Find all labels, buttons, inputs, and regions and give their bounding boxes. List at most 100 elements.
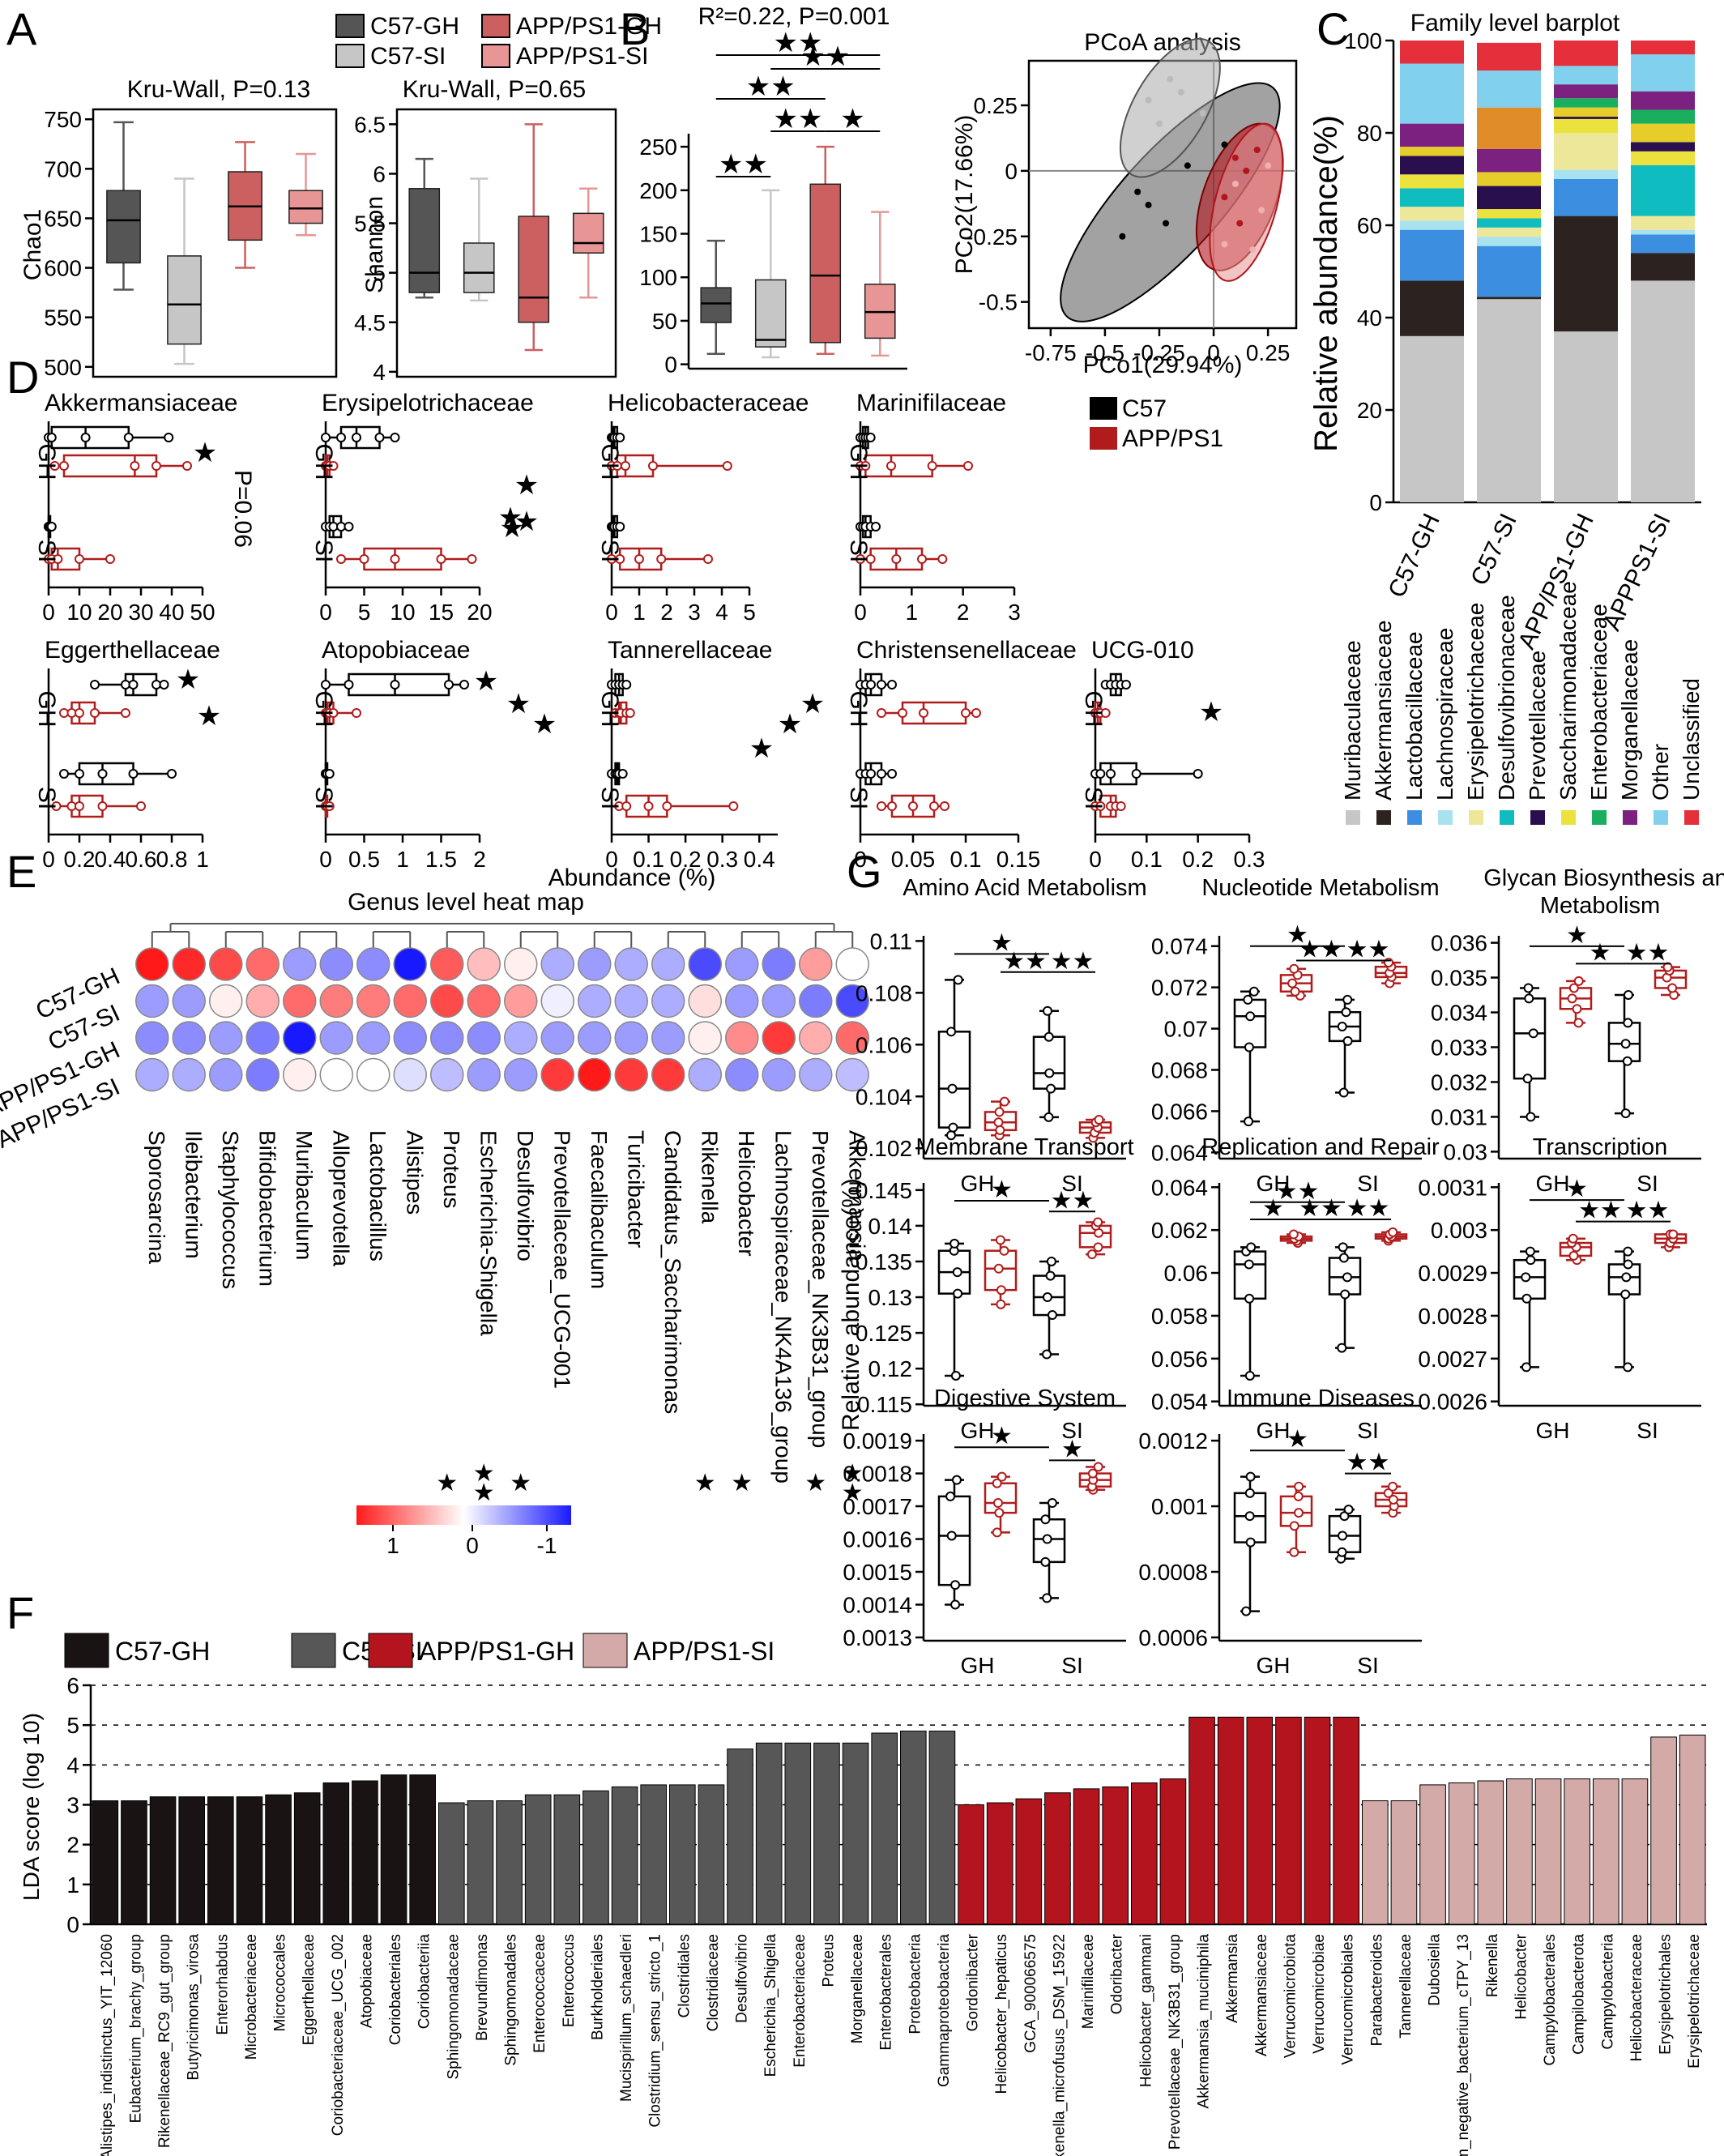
legend-label: C57-GH: [370, 13, 459, 40]
data-point: [1041, 1515, 1049, 1523]
y-tick-label: 80: [1357, 121, 1382, 146]
x-tick-label: Verrucomicrobiae: [1311, 1934, 1328, 2054]
data-point: [1043, 1594, 1051, 1602]
y-tick-label: 0.104: [856, 1084, 912, 1109]
heatmap-cell: [467, 985, 500, 1018]
data-point: [909, 802, 917, 810]
heatmap-cell: [541, 985, 574, 1018]
x-tick-label: Helicobacter_ganmani: [1137, 1934, 1154, 2087]
data-point: [326, 770, 334, 778]
data-point: [160, 681, 169, 689]
scatter-point: [1156, 121, 1163, 127]
column-label: Prevotellaceae_NK3B31_group: [808, 1130, 833, 1448]
x-tick-label: Morganellaceae: [849, 1934, 866, 2043]
y-tick-label: 0.035: [1431, 966, 1487, 991]
data-point: [1096, 770, 1104, 778]
scatter-point: [1163, 220, 1169, 227]
heatmap-cell: [652, 1059, 685, 1091]
lda-bar: [728, 1749, 753, 1924]
data-point: [964, 462, 972, 470]
box: [107, 190, 140, 263]
data-point: [723, 462, 732, 470]
data-point: [1622, 1040, 1630, 1048]
lda-bar: [467, 1801, 493, 1924]
x-tick-label: -0.75: [1025, 340, 1077, 365]
y-tick-label: 0.12: [868, 1356, 913, 1381]
heatmap-cell: [246, 985, 279, 1018]
data-point: [1389, 1228, 1397, 1236]
stacked-bar-segment: [1631, 280, 1695, 502]
heatmap-cell: [320, 985, 352, 1018]
data-point: [1290, 1230, 1298, 1238]
data-point: [91, 709, 99, 717]
significance-star: ★★: [746, 71, 796, 102]
data-point: [877, 709, 885, 717]
data-point: [1524, 1074, 1532, 1082]
data-point: [918, 555, 926, 563]
data-point: [337, 555, 345, 563]
data-point: [1525, 984, 1533, 992]
x-tick-label: 0: [42, 600, 55, 625]
y-tick-label: 0.001: [1151, 1494, 1208, 1519]
x-tick-label: 5: [358, 600, 371, 625]
x-tick-label: Enterobacteriaceae: [792, 1934, 809, 2068]
data-point: [888, 802, 896, 810]
stacked-bar-segment: [1400, 64, 1464, 124]
heatmap-cell: [136, 985, 169, 1018]
stacked-bar-segment: [1631, 234, 1695, 253]
chart-title: Kru-Wall, P=0.65: [403, 76, 586, 103]
data-point: [1094, 1243, 1102, 1251]
data-point: [75, 802, 83, 810]
scatter-point: [1249, 246, 1256, 253]
data-point: [619, 770, 627, 778]
lda-bar: [1218, 1717, 1244, 1924]
stacked-bar-segment: [1477, 186, 1541, 209]
y-tick-label: 0.0029: [1418, 1261, 1487, 1286]
x-tick-label: Gram_negative_bacterium_cTPY_13: [1455, 1934, 1472, 2156]
y-tick-label: 60: [1357, 213, 1382, 238]
x-tick-label: 0.4: [95, 847, 126, 872]
heatmap-cell: [726, 985, 758, 1018]
chart-title: Digestive System: [934, 1385, 1116, 1411]
data-point: [1526, 1248, 1534, 1256]
data-point: [99, 802, 107, 810]
data-point: [1043, 1351, 1051, 1359]
data-point: [996, 1108, 1004, 1116]
y-tick-label: SI: [596, 540, 623, 562]
y-tick-label: -0.5: [979, 290, 1018, 315]
y-tick-label: 0.031: [1431, 1104, 1487, 1129]
stacked-bar-segment: [1477, 218, 1541, 227]
significance-star: ★: [436, 1470, 458, 1496]
y-tick-label: 0.034: [1431, 1001, 1487, 1026]
data-point: [1342, 1008, 1351, 1016]
data-point: [867, 681, 875, 689]
panel-letter-e: E: [6, 846, 36, 897]
heatmap-cell: [726, 1059, 758, 1091]
heatmap-cell: [357, 985, 390, 1018]
column-label: Muribaculum: [292, 1130, 317, 1260]
box: [289, 190, 322, 223]
legend-swatch: [1623, 810, 1637, 825]
y-tick-label: 0.064: [1151, 1175, 1208, 1200]
x-tick-label: Rikenella: [1484, 1934, 1501, 1998]
y-tick-label: SI: [310, 540, 337, 562]
x-tick-label: SI: [1637, 1418, 1658, 1443]
lda-bar: [1304, 1717, 1330, 1924]
lda-bar: [1363, 1801, 1389, 1924]
y-tick-label: SI: [33, 540, 60, 562]
x-tick-label: GH: [961, 1171, 995, 1196]
legend-swatch: [336, 45, 364, 67]
legend-swatch: [482, 45, 510, 67]
data-point: [938, 555, 946, 563]
lda-bar: [554, 1795, 580, 1924]
data-point: [122, 709, 130, 717]
x-tick-label: 0.8: [156, 847, 188, 872]
chart-title: Amino Acid Metabolism: [903, 875, 1146, 901]
family-title: Erysipelotrichaceae: [322, 390, 534, 416]
legend-swatch: [369, 1633, 412, 1667]
data-point: [663, 802, 671, 810]
heatmap-cell: [467, 948, 500, 980]
box: [1514, 998, 1545, 1078]
lda-bar: [150, 1797, 176, 1924]
heatmap-cell: [689, 985, 721, 1018]
